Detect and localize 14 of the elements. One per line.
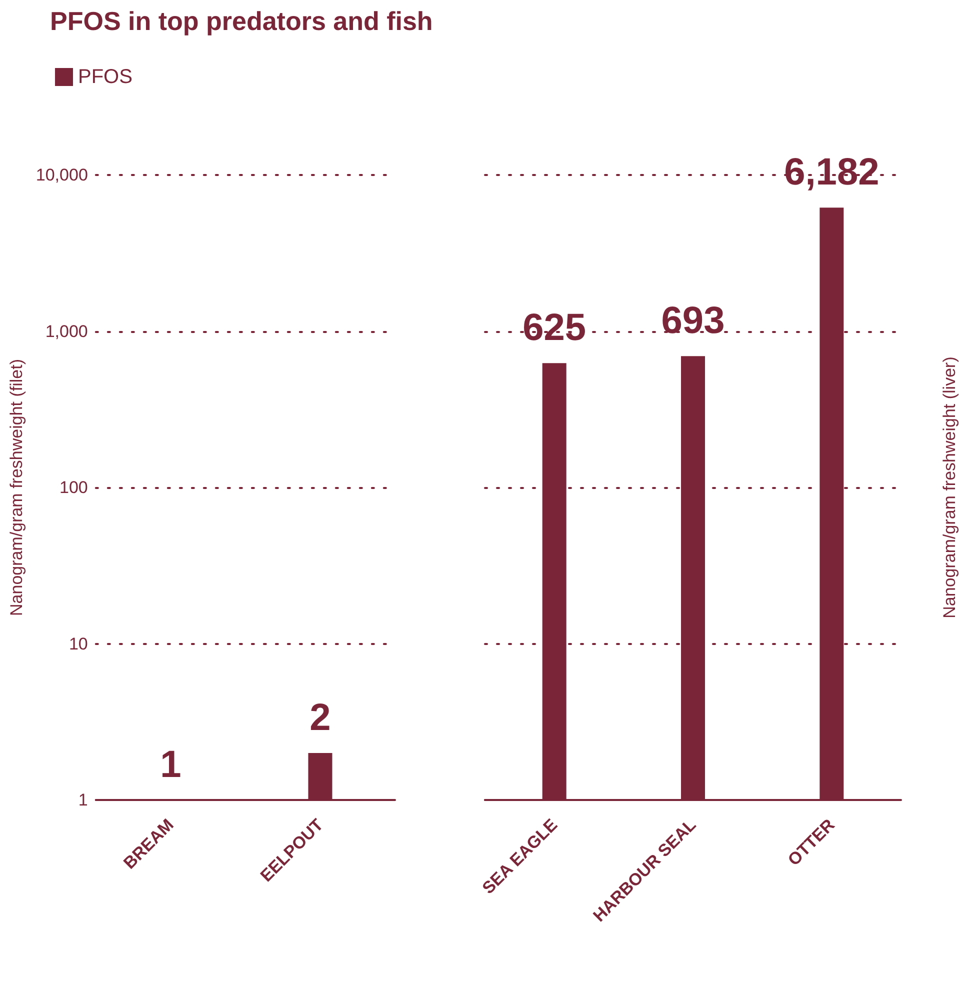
y2-axis-title: Nanogram/gram freshweight (liver)	[940, 356, 959, 618]
data-label: 6,182	[784, 152, 880, 194]
legend-label: PFOS	[78, 66, 132, 88]
y-tick-label: 100	[60, 478, 88, 497]
y-tick-label: 10	[68, 634, 88, 654]
y-tick-label: 1,000	[45, 322, 88, 341]
data-label: 2	[310, 696, 331, 739]
data-label: 625	[522, 307, 586, 350]
data-label: 1	[160, 744, 182, 786]
y-axis-title: Nanogram/gram freshweight (filet)	[7, 359, 26, 616]
chart-title: PFOS in top predators and fish	[50, 6, 433, 37]
data-label: 693	[661, 300, 725, 342]
y-tick-label: 1	[78, 790, 88, 810]
y-tick-label: 10,000	[36, 166, 88, 184]
